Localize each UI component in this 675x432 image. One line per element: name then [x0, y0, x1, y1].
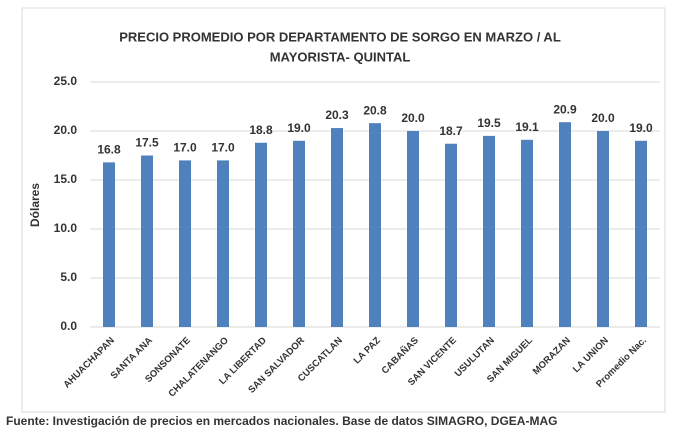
source-note: Fuente: Investigación de precios en merc… — [6, 414, 557, 428]
bar — [407, 131, 419, 327]
data-label: 16.8 — [97, 143, 121, 157]
bar — [179, 160, 191, 327]
data-label: 20.0 — [591, 111, 615, 125]
chart-title: MAYORISTA- QUINTAL — [270, 49, 411, 64]
y-tick-label: 25.0 — [54, 74, 78, 88]
y-axis-title: Dólares — [28, 183, 42, 227]
bar — [293, 140, 305, 327]
data-label: 20.0 — [401, 111, 425, 125]
bar — [521, 139, 533, 327]
data-label: 17.0 — [173, 141, 197, 155]
data-label: 19.0 — [287, 121, 311, 135]
bar — [445, 143, 457, 327]
data-label: 18.7 — [439, 124, 463, 138]
y-tick-label: 0.0 — [60, 319, 77, 333]
data-label: 20.9 — [553, 102, 577, 116]
chart-title: PRECIO PROMEDIO POR DEPARTAMENTO DE SORG… — [119, 29, 561, 44]
y-tick-label: 20.0 — [54, 123, 78, 137]
bar — [217, 160, 229, 327]
chart-border — [21, 7, 666, 413]
data-label: 17.0 — [211, 141, 235, 155]
bar — [141, 155, 153, 327]
bar — [255, 142, 267, 327]
bar — [597, 131, 609, 327]
data-label: 19.5 — [477, 116, 501, 130]
data-label: 19.0 — [629, 121, 653, 135]
bar — [559, 122, 571, 328]
y-tick-label: 10.0 — [54, 221, 78, 235]
data-label: 19.1 — [515, 120, 539, 134]
y-tick-label: 5.0 — [60, 270, 77, 284]
data-label: 18.8 — [249, 123, 273, 137]
data-label: 20.3 — [325, 108, 349, 122]
y-tick-label: 15.0 — [54, 172, 78, 186]
bar — [103, 162, 115, 327]
bar — [483, 135, 495, 327]
bar — [331, 128, 343, 327]
bar — [635, 140, 647, 327]
data-label: 20.8 — [363, 103, 387, 117]
bar — [369, 123, 381, 327]
data-label: 17.5 — [135, 136, 159, 150]
